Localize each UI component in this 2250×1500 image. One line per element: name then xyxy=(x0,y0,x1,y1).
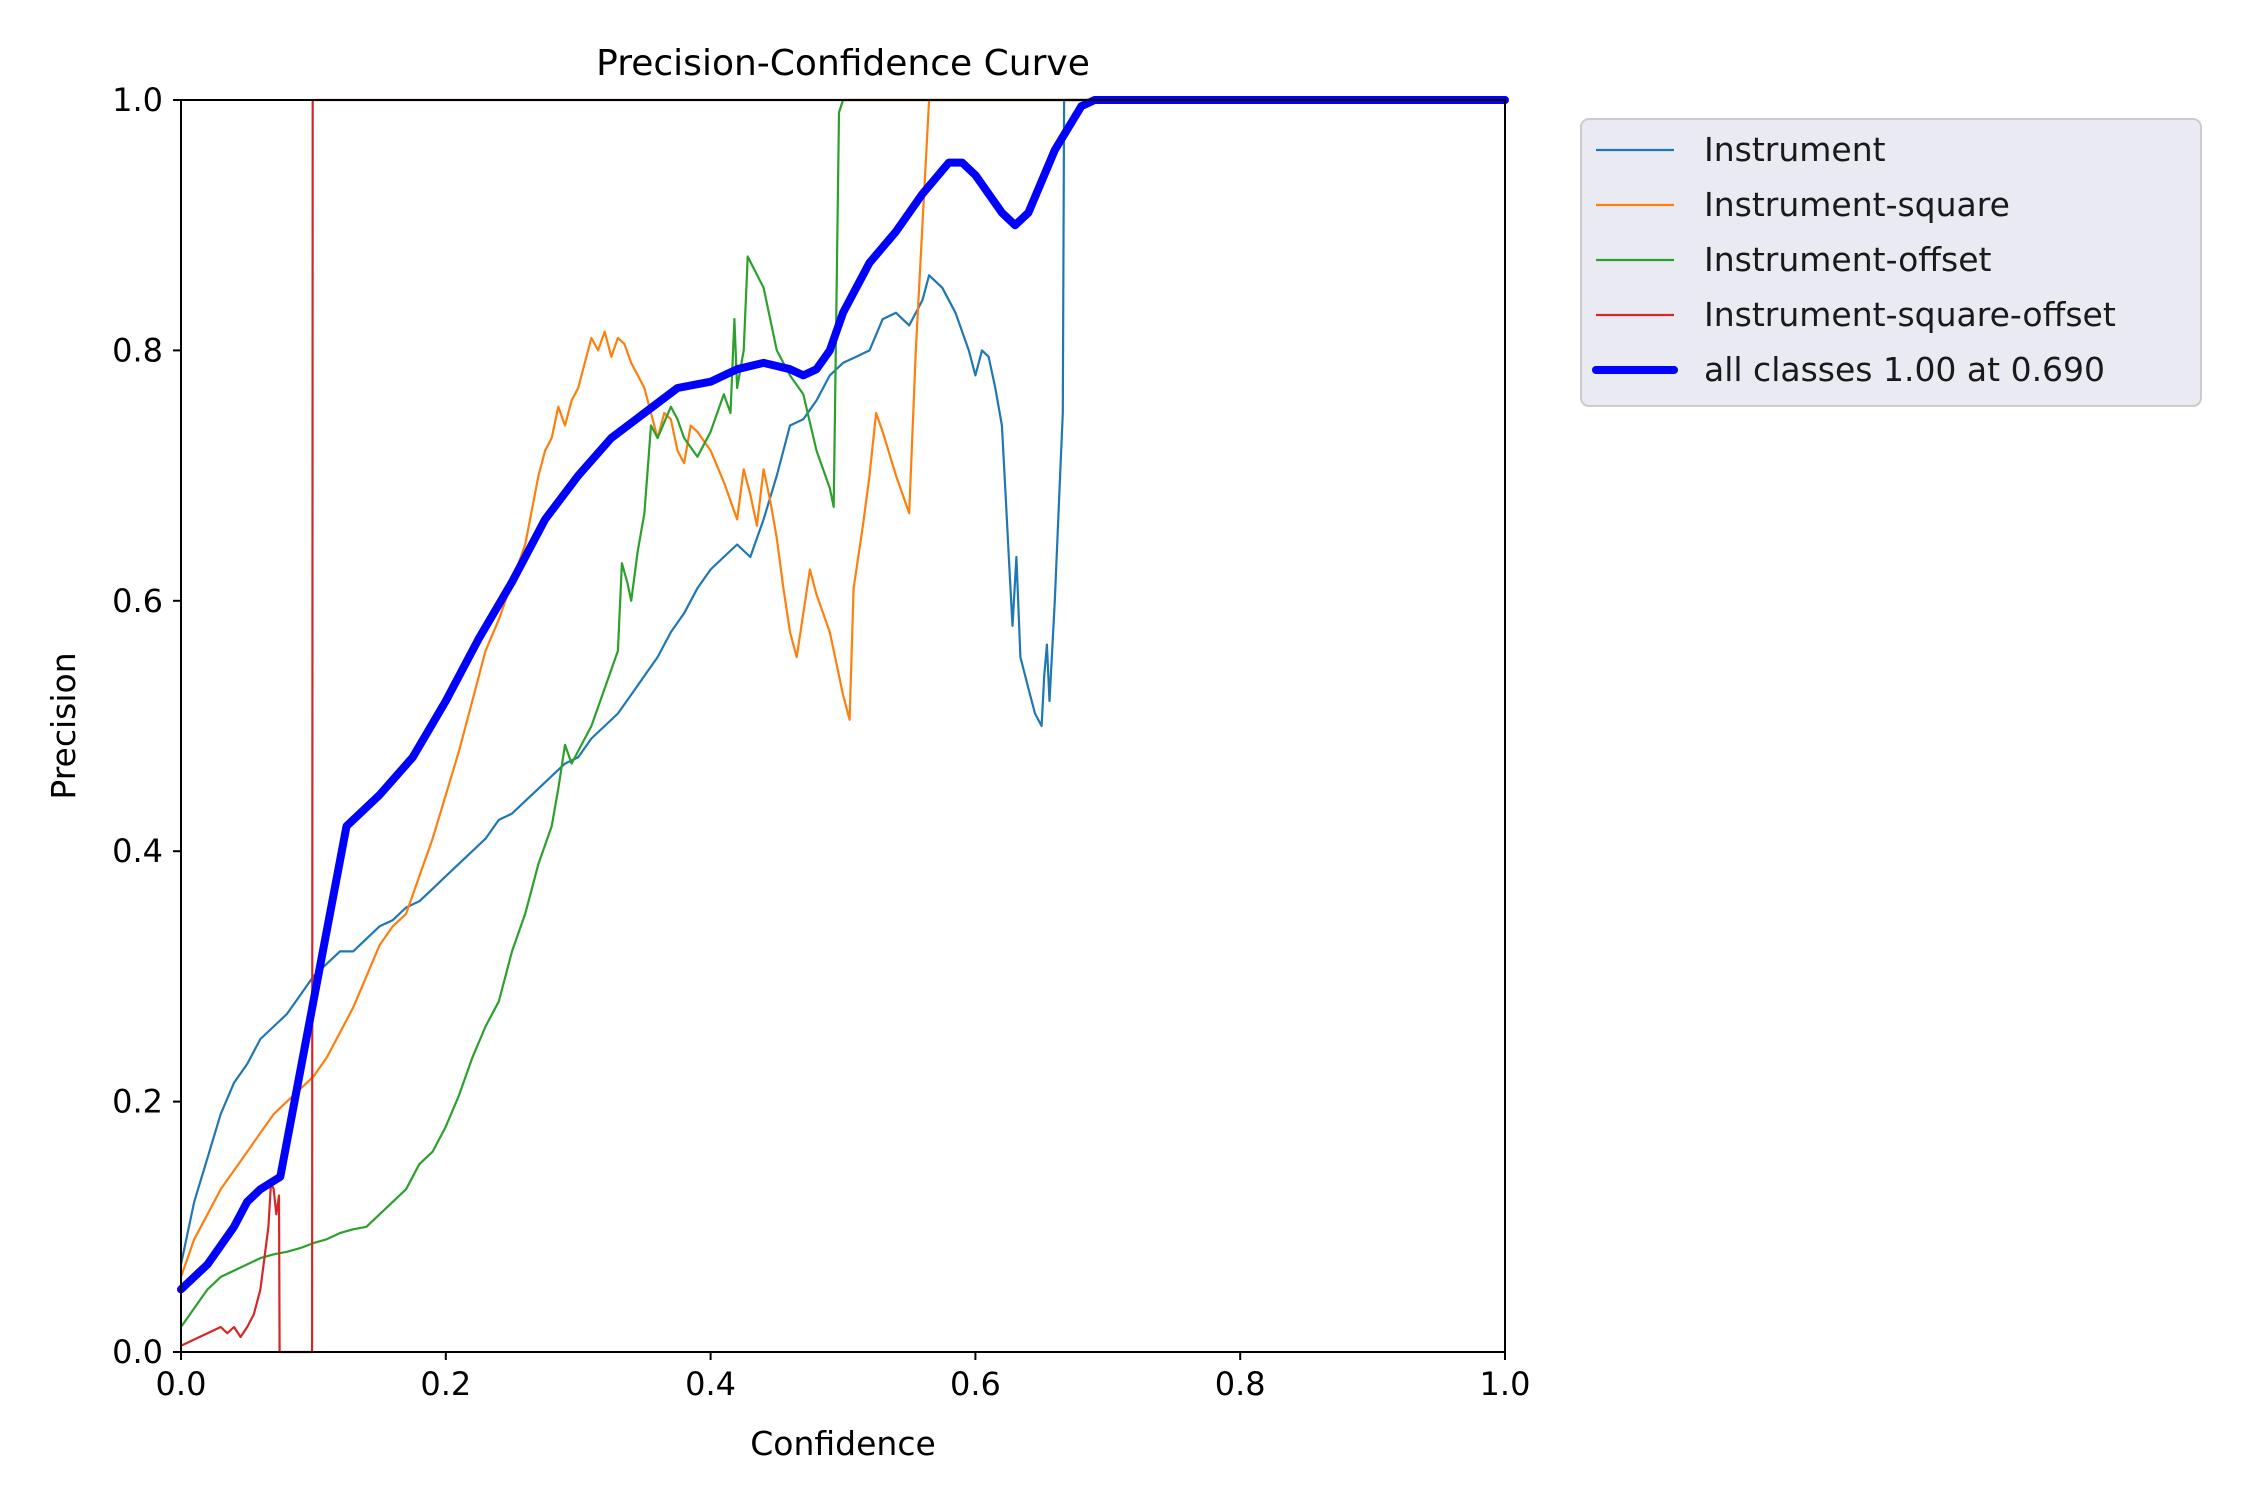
legend-entry: Instrument-square xyxy=(1704,185,2010,224)
series-layer xyxy=(177,96,1509,1354)
y-tick-label: 0.4 xyxy=(112,832,163,870)
legend-entry: Instrument-square-offset xyxy=(1704,295,2116,334)
legend-entry: Instrument-offset xyxy=(1704,240,1992,279)
x-tick-label: 0.2 xyxy=(420,1365,471,1403)
chart-title: Precision-Confidence Curve xyxy=(596,43,1090,84)
x-tick-label: 0.4 xyxy=(685,1365,736,1403)
legend: Instrument Instrument-square Instrument-of… xyxy=(1580,118,2202,407)
plot-frame xyxy=(180,99,1506,1353)
legend-entry: Instrument xyxy=(1704,130,1886,169)
y-tick-label: 0.2 xyxy=(112,1083,163,1121)
y-tick-label: 0.6 xyxy=(112,582,163,620)
legend-entry: all classes 1.00 at 0.690 xyxy=(1704,350,2105,389)
y-tick-label: 0.8 xyxy=(112,331,163,369)
series-line-1 xyxy=(179,98,1507,1278)
x-tick-label: 0.0 xyxy=(156,1365,207,1403)
series-line-4 xyxy=(177,96,1509,1294)
x-axis-ticks: 0.0 0.2 0.4 0.6 0.8 1.0 xyxy=(156,1352,1531,1403)
x-tick-label: 0.8 xyxy=(1215,1365,1266,1403)
x-tick-label: 0.6 xyxy=(950,1365,1001,1403)
y-axis-ticks: 0.0 0.2 0.4 0.6 0.8 1.0 xyxy=(112,81,181,1371)
legend-box xyxy=(1580,118,2202,407)
x-tick-label: 1.0 xyxy=(1480,1365,1531,1403)
series-line-0 xyxy=(179,98,1507,1266)
series-line-2 xyxy=(179,98,1507,1329)
y-axis-label: Precision xyxy=(44,652,83,799)
y-tick-label: 0.0 xyxy=(112,1333,163,1371)
series-line-3 xyxy=(179,98,1507,1354)
x-axis-label: Confidence xyxy=(750,1424,936,1463)
legend-items: Instrument Instrument-square Instrument-of… xyxy=(1592,130,2116,389)
y-tick-label: 1.0 xyxy=(112,81,163,119)
